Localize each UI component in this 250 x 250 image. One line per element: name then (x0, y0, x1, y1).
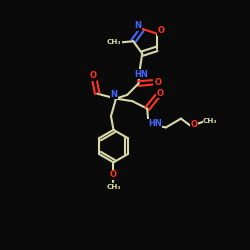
Text: N: N (134, 22, 141, 30)
Text: O: O (158, 26, 165, 35)
Text: O: O (190, 120, 198, 129)
Text: N: N (110, 90, 117, 98)
Text: HN: HN (134, 70, 148, 79)
Text: O: O (154, 78, 161, 87)
Text: O: O (157, 88, 164, 98)
Text: CH₃: CH₃ (107, 40, 121, 46)
Text: HN: HN (148, 119, 162, 128)
Text: O: O (90, 71, 97, 80)
Text: O: O (110, 170, 117, 179)
Text: CH₃: CH₃ (203, 118, 218, 124)
Text: CH₃: CH₃ (106, 184, 121, 190)
